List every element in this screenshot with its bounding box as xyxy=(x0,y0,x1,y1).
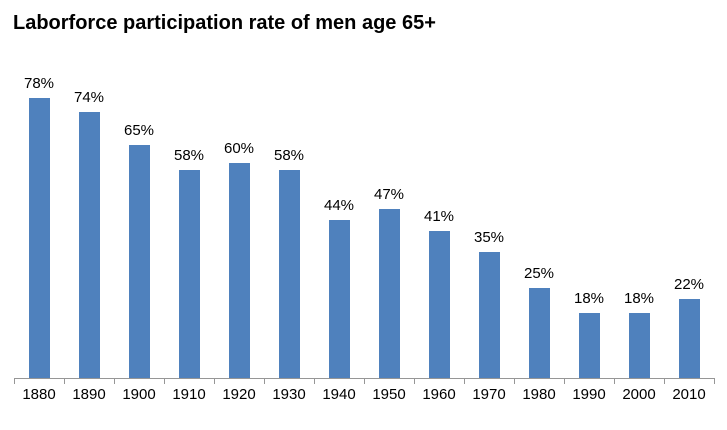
bar xyxy=(478,252,500,378)
bar-value-label: 78% xyxy=(23,75,55,92)
x-axis-tick-label: 1950 xyxy=(372,386,406,403)
bar xyxy=(528,288,550,378)
x-axis-tick-label: 1960 xyxy=(422,386,456,403)
x-axis-tick-label: 1890 xyxy=(72,386,106,403)
bar-value-label: 35% xyxy=(473,229,505,246)
x-axis-tick xyxy=(114,379,115,384)
x-axis-tick xyxy=(14,379,15,384)
bar-value-label: 58% xyxy=(273,147,305,164)
x-axis-tick xyxy=(64,379,65,384)
x-axis-tick xyxy=(464,379,465,384)
x-axis-tick xyxy=(714,379,715,384)
x-axis-tick-label: 1900 xyxy=(122,386,156,403)
bar xyxy=(78,112,100,378)
x-axis-tick-label: 1990 xyxy=(572,386,606,403)
bar xyxy=(678,299,700,378)
bar-value-label: 60% xyxy=(223,140,255,157)
x-axis-tick-label: 1970 xyxy=(472,386,506,403)
bar-value-label: 18% xyxy=(623,290,655,307)
x-axis-tick xyxy=(414,379,415,384)
bar xyxy=(278,170,300,378)
bar-value-label: 22% xyxy=(673,276,705,293)
x-axis-tick xyxy=(364,379,365,384)
x-axis-tick xyxy=(614,379,615,384)
bar-value-label: 58% xyxy=(173,147,205,164)
x-axis-tick xyxy=(264,379,265,384)
x-axis-tick xyxy=(314,379,315,384)
bar-value-label: 74% xyxy=(73,89,105,106)
bar xyxy=(128,145,150,378)
chart-title: Laborforce participation rate of men age… xyxy=(13,12,436,34)
bar xyxy=(28,98,50,378)
bar xyxy=(628,313,650,378)
x-axis-tick-label: 1980 xyxy=(522,386,556,403)
x-axis-tick xyxy=(164,379,165,384)
x-axis-tick-label: 1930 xyxy=(272,386,306,403)
bar-value-label: 18% xyxy=(573,290,605,307)
bar xyxy=(178,170,200,378)
bar xyxy=(228,163,250,378)
bar-value-label: 44% xyxy=(323,197,355,214)
x-axis-tick-label: 1910 xyxy=(172,386,206,403)
x-axis-line xyxy=(14,378,715,379)
bar xyxy=(328,220,350,378)
x-axis-tick xyxy=(564,379,565,384)
x-axis-tick-label: 1920 xyxy=(222,386,256,403)
x-axis-tick-label: 1940 xyxy=(322,386,356,403)
x-axis-tick xyxy=(664,379,665,384)
x-axis-tick xyxy=(514,379,515,384)
bar-value-label: 25% xyxy=(523,265,555,282)
bar xyxy=(378,209,400,378)
bar xyxy=(578,313,600,378)
bar-value-label: 47% xyxy=(373,186,405,203)
bar xyxy=(428,231,450,378)
x-axis-tick-label: 2000 xyxy=(622,386,656,403)
bar-value-label: 41% xyxy=(423,208,455,225)
x-axis-tick-label: 1880 xyxy=(22,386,56,403)
bar-value-label: 65% xyxy=(123,122,155,139)
x-axis-tick-label: 2010 xyxy=(672,386,706,403)
x-axis-tick xyxy=(214,379,215,384)
